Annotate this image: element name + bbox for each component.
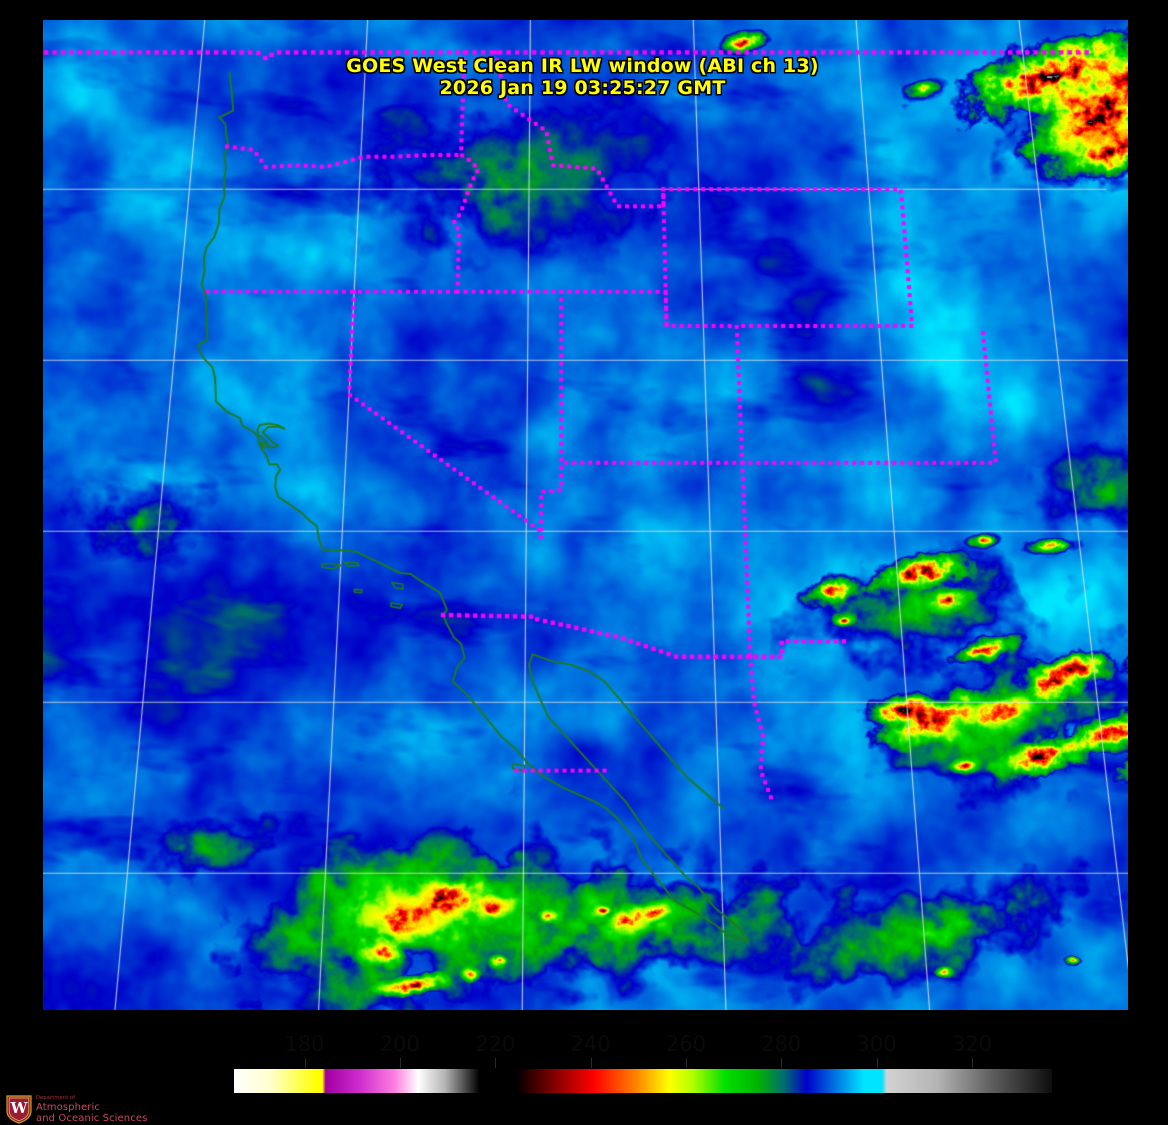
colorbar-tick-300: 300 [856,1032,897,1056]
colorbar-tickmark-200 [399,1058,401,1068]
satellite-map[interactable] [43,20,1128,1010]
logo-name-line-2: and Oceanic Sciences [36,1113,148,1124]
satellite-image-canvas[interactable] [43,20,1128,1010]
colorbar-tickmark-280 [781,1058,783,1068]
colorbar-tick-220: 220 [475,1032,516,1056]
logo-department-label: Department of [36,1095,76,1101]
colorbar-tick-180: 180 [284,1032,325,1056]
colorbar-tick-280: 280 [761,1032,802,1056]
colorbar-tick-260: 260 [665,1032,706,1056]
colorbar-tick-320: 320 [951,1032,992,1056]
logo-text-block: Department of Atmospheric and Oceanic Sc… [36,1093,166,1125]
colorbar-tickmark-240 [590,1058,592,1068]
institution-logo[interactable]: W Department of Atmospheric and Oceanic … [0,1093,168,1125]
logo-strip-background [168,1093,1168,1125]
uw-crest-icon: W [6,1095,32,1124]
colorbar-tickmark-300 [876,1058,878,1068]
logo-name-line-1: Atmospheric [36,1102,100,1113]
colorbar-tick-200: 200 [379,1032,420,1056]
colorbar-tickmark-320 [971,1058,973,1068]
colorbar-tickmark-180 [304,1058,306,1068]
svg-text:W: W [10,1099,29,1117]
colorbar-tick-240: 240 [570,1032,611,1056]
colorbar-gradient-bar [233,1068,1053,1095]
colorbar-tickmark-260 [685,1058,687,1068]
colorbar-tickmark-220 [495,1058,497,1068]
colorbar: 180 200 220 240 260 280 300 320 [0,1010,1168,1105]
colorbar-tick-labels: 180 200 220 240 260 280 300 320 [0,1032,1168,1062]
colorbar-gradient [234,1069,1052,1094]
